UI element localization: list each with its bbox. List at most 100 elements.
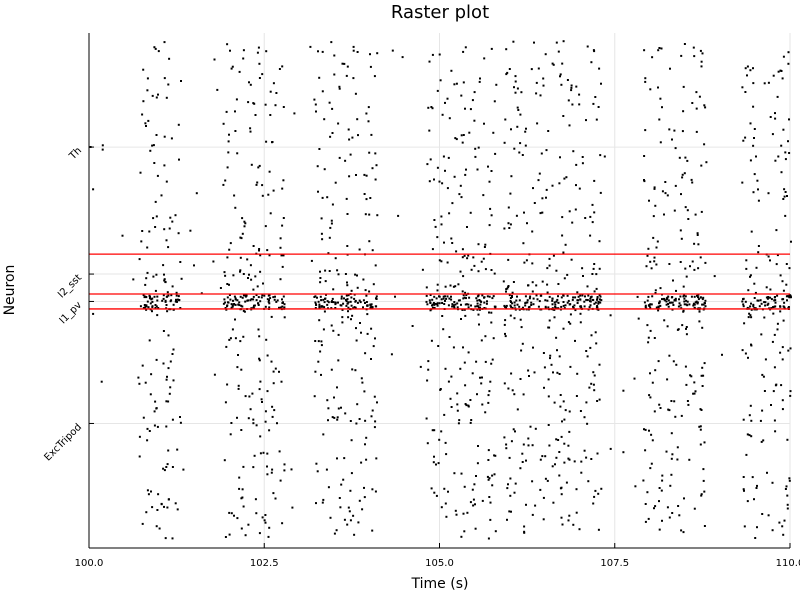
- spike: [485, 302, 488, 305]
- spike: [341, 321, 344, 324]
- spike: [651, 56, 654, 59]
- spike: [670, 473, 673, 476]
- spike: [509, 192, 512, 195]
- spike: [515, 214, 518, 217]
- spike: [361, 381, 364, 384]
- spike: [224, 179, 227, 182]
- spike: [450, 69, 453, 72]
- spike: [177, 295, 180, 298]
- spike: [540, 152, 543, 155]
- spike: [490, 321, 493, 324]
- spike: [226, 43, 229, 46]
- spike: [250, 307, 253, 310]
- spike: [566, 294, 569, 297]
- spike: [657, 305, 660, 308]
- spike: [545, 196, 547, 199]
- spike: [781, 346, 784, 349]
- spike: [683, 43, 686, 45]
- spike: [283, 316, 286, 319]
- spike: [142, 68, 145, 71]
- spike: [667, 299, 670, 302]
- spike: [452, 304, 455, 307]
- spike: [482, 257, 485, 260]
- spike: [668, 128, 671, 131]
- spike: [670, 301, 673, 304]
- spike: [655, 306, 658, 309]
- spike: [775, 263, 778, 266]
- spike: [151, 305, 154, 308]
- spike: [513, 317, 516, 320]
- spike: [158, 527, 161, 530]
- spike: [356, 51, 359, 53]
- spike: [593, 495, 596, 498]
- spike: [157, 493, 160, 496]
- spike: [771, 529, 774, 532]
- spike: [556, 298, 559, 301]
- spike: [340, 483, 343, 486]
- spike: [677, 505, 680, 507]
- spike: [537, 67, 540, 70]
- spike: [546, 299, 549, 302]
- spike: [743, 489, 745, 492]
- spike: [542, 352, 545, 354]
- spike: [461, 290, 464, 293]
- spike: [596, 297, 599, 300]
- spike: [226, 296, 229, 299]
- spike: [374, 337, 376, 340]
- spike: [660, 47, 663, 50]
- spike: [241, 488, 244, 491]
- spike: [464, 173, 467, 176]
- spike: [521, 452, 524, 455]
- spike: [530, 304, 533, 306]
- spike: [171, 285, 174, 288]
- spike: [650, 303, 653, 306]
- spike: [490, 47, 493, 50]
- spike: [373, 426, 376, 429]
- spike: [755, 155, 757, 158]
- spike: [167, 449, 170, 452]
- spike: [780, 144, 783, 147]
- spike: [331, 297, 334, 300]
- spike: [431, 107, 434, 110]
- spike: [691, 181, 694, 184]
- spike: [519, 467, 522, 470]
- spike: [283, 463, 286, 466]
- spike: [375, 295, 378, 298]
- spike: [347, 294, 350, 297]
- spike: [356, 286, 359, 289]
- spike: [352, 307, 355, 310]
- spike: [280, 380, 283, 383]
- spike: [154, 306, 157, 309]
- spike: [595, 118, 598, 121]
- spike: [451, 305, 454, 308]
- spike: [764, 358, 767, 361]
- spike: [427, 368, 430, 371]
- spike: [487, 478, 490, 481]
- spike: [483, 296, 486, 299]
- spike: [163, 135, 166, 138]
- spike: [559, 156, 561, 159]
- spike: [644, 77, 647, 80]
- spike: [594, 331, 597, 334]
- spike: [491, 297, 494, 300]
- spike: [525, 127, 527, 130]
- spike: [222, 302, 225, 305]
- spike: [531, 262, 534, 265]
- spike: [494, 152, 497, 155]
- spike: [355, 327, 357, 330]
- spike: [365, 436, 368, 439]
- spike: [265, 50, 268, 53]
- spike: [592, 299, 595, 301]
- spike: [667, 408, 670, 411]
- spike: [434, 302, 437, 305]
- spike: [443, 413, 446, 416]
- spike: [281, 187, 284, 190]
- spike: [445, 453, 448, 456]
- spike: [759, 299, 762, 302]
- spike: [250, 163, 253, 166]
- spike: [434, 225, 437, 228]
- spike: [593, 290, 596, 293]
- spike: [743, 322, 746, 325]
- spike: [643, 301, 646, 304]
- spike: [528, 297, 531, 300]
